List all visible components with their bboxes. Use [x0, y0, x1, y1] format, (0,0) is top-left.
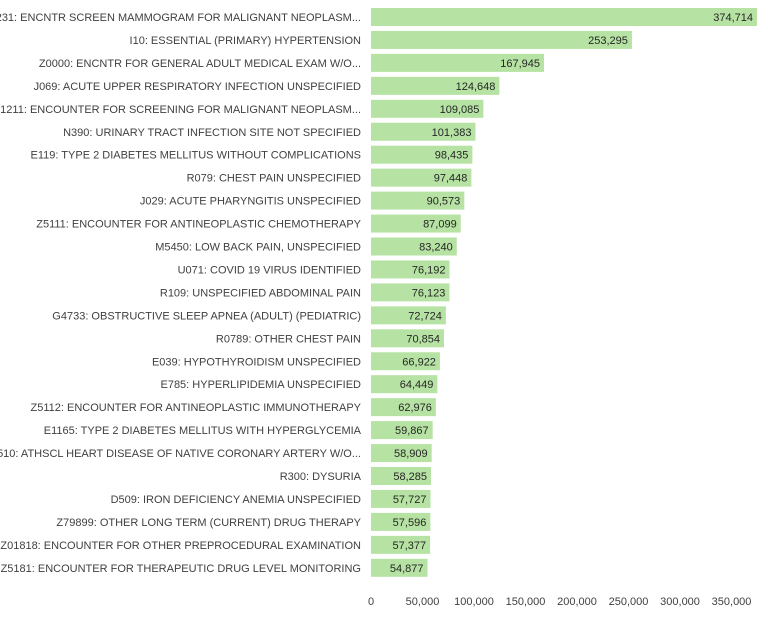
x-axis-ticks-group: 0 50,000 100,000 150,000 200,000 250,000 300,0… — [368, 596, 751, 608]
category-label: N390: URINARY TRACT INFECTION SITE NOT S… — [63, 127, 361, 139]
value-label: 66,922 — [402, 356, 436, 368]
value-label: 124,648 — [456, 81, 496, 93]
category-label: J069: ACUTE UPPER RESPIRATORY INFECTION … — [34, 81, 361, 93]
category-label: R109: UNSPECIFIED ABDOMINAL PAIN — [160, 287, 361, 299]
value-label: 97,448 — [434, 173, 468, 185]
bar — [371, 122, 476, 141]
bar — [371, 214, 461, 233]
value-label: 101,383 — [432, 127, 472, 139]
category-label: R079: CHEST PAIN UNSPECIFIED — [187, 173, 361, 185]
x-tick-label: 300,000 — [660, 596, 700, 608]
category-label: D509: IRON DEFICIENCY ANEMIA UNSPECIFIED — [111, 494, 361, 506]
bar — [371, 512, 431, 531]
value-label: 374,714 — [713, 12, 753, 24]
category-label: E039: HYPOTHYROIDISM UNSPECIFIED — [152, 356, 361, 368]
bar — [371, 283, 450, 302]
value-label: 109,085 — [440, 104, 480, 116]
category-label: I10: ESSENTIAL (PRIMARY) HYPERTENSION — [130, 35, 362, 47]
category-label: E785: HYPERLIPIDEMIA UNSPECIFIED — [160, 379, 361, 391]
bar — [371, 329, 444, 348]
category-label: Z5112: ENCOUNTER FOR ANTINEOPLASTIC IMMU… — [31, 402, 362, 414]
x-tick-label: 200,000 — [557, 596, 597, 608]
bar — [371, 375, 438, 394]
bar — [371, 352, 440, 371]
bar — [371, 237, 457, 256]
value-label: 62,976 — [398, 402, 432, 414]
category-label: U071: COVID 19 VIRUS IDENTIFIED — [178, 264, 361, 276]
bar — [371, 145, 473, 164]
bar — [371, 558, 428, 577]
value-label: 57,727 — [393, 494, 427, 506]
bar — [371, 99, 484, 118]
value-labels-group: 374,714 253,295 167,945 124,648 109,085 101,3… — [390, 12, 753, 575]
bar — [371, 30, 632, 49]
value-label: 57,596 — [393, 517, 427, 529]
category-label: J029: ACUTE PHARYNGITIS UNSPECIFIED — [140, 196, 361, 208]
value-label: 167,945 — [500, 58, 540, 70]
category-label: M5450: LOW BACK PAIN, UNSPECIFIED — [155, 242, 361, 254]
bar — [371, 168, 472, 187]
bar — [371, 444, 432, 463]
x-tick-label: 350,000 — [712, 596, 752, 608]
category-label: I2510: ATHSCL HEART DISEASE OF NATIVE CO… — [0, 448, 361, 460]
category-label: Z5181: ENCOUNTER FOR THERAPEUTIC DRUG LE… — [1, 563, 361, 575]
category-label: Z0000: ENCNTR FOR GENERAL ADULT MEDICAL … — [39, 58, 361, 70]
value-label: 72,724 — [408, 310, 442, 322]
category-label: Z01818: ENCOUNTER FOR OTHER PREPROCEDURA… — [0, 540, 361, 552]
category-label: E1165: TYPE 2 DIABETES MELLITUS WITH HYP… — [44, 425, 362, 437]
bar — [371, 398, 436, 417]
value-label: 59,867 — [395, 425, 429, 437]
category-label: R0789: OTHER CHEST PAIN — [216, 333, 361, 345]
value-label: 76,123 — [412, 287, 446, 299]
bar — [371, 421, 433, 440]
value-label: 98,435 — [435, 150, 469, 162]
bar — [371, 535, 431, 554]
bar — [371, 306, 446, 325]
category-label: E119: TYPE 2 DIABETES MELLITUS WITHOUT C… — [31, 150, 361, 162]
x-tick-label: 250,000 — [609, 596, 649, 608]
value-label: 70,854 — [406, 333, 440, 345]
category-label: R300: DYSURIA — [280, 471, 362, 483]
x-tick-label: 150,000 — [506, 596, 546, 608]
category-label: Z1211: ENCOUNTER FOR SCREENING FOR MALIG… — [0, 104, 361, 116]
value-label: 64,449 — [400, 379, 434, 391]
value-label: 87,099 — [423, 219, 457, 231]
bar — [371, 467, 432, 485]
value-label: 83,240 — [419, 242, 453, 254]
bars-group — [371, 8, 757, 577]
category-label: G4733: OBSTRUCTIVE SLEEP APNEA (ADULT) (… — [52, 310, 361, 322]
category-label: Z79899: OTHER LONG TERM (CURRENT) DRUG T… — [56, 517, 361, 529]
value-label: 57,377 — [392, 540, 426, 552]
bar — [371, 191, 465, 210]
value-label: 90,573 — [427, 196, 461, 208]
category-labels-group: Z1231: ENCNTR SCREEN MAMMOGRAM FOR MALIG… — [0, 12, 362, 575]
bar — [371, 8, 757, 26]
bar — [371, 53, 544, 72]
x-tick-label: 100,000 — [454, 596, 494, 608]
value-label: 58,285 — [393, 471, 427, 483]
bar — [371, 76, 500, 95]
category-label: Z5111: ENCOUNTER FOR ANTINEOPLASTIC CHEM… — [36, 219, 361, 231]
x-tick-label: 50,000 — [406, 596, 440, 608]
category-label: Z1231: ENCNTR SCREEN MAMMOGRAM FOR MALIG… — [0, 12, 361, 24]
bar — [371, 489, 431, 508]
value-label: 58,909 — [394, 448, 428, 460]
bar — [371, 260, 450, 279]
x-tick-label: 0 — [368, 596, 374, 608]
value-label: 253,295 — [588, 35, 628, 47]
value-label: 76,192 — [412, 264, 446, 276]
value-label: 54,877 — [390, 563, 424, 575]
